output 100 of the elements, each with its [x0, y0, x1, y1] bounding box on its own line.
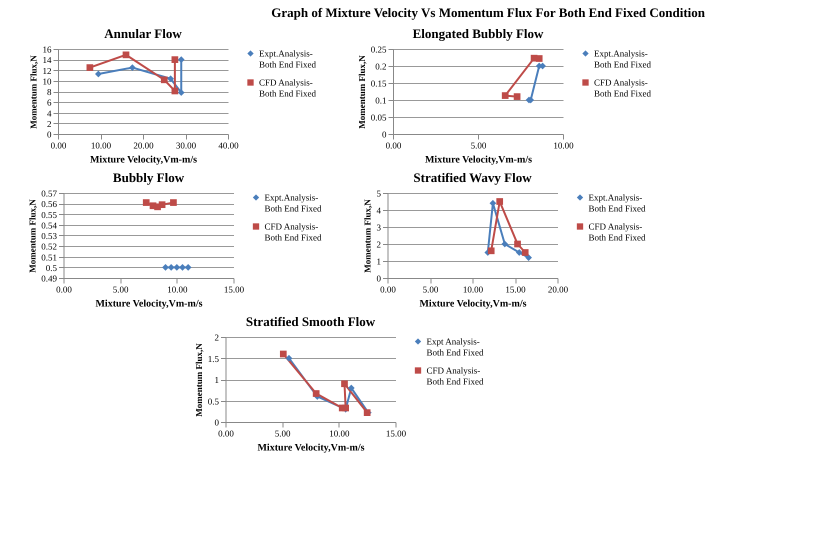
legend-label: Expt.Analysis-Both End Fixed [259, 48, 316, 70]
y-tick-label: 2 [47, 118, 52, 129]
point [122, 51, 130, 58]
x-tick-label: 0.00 [386, 140, 402, 150]
x-tick-label: 5.00 [112, 284, 130, 294]
point [536, 55, 543, 62]
y-axis-title: Momentum Flux,N [356, 54, 367, 129]
y-tick-label: 0 [376, 274, 382, 284]
y-tick-label: 8 [47, 87, 52, 97]
y-tick-label: 5 [376, 188, 382, 198]
y-tick-label: 0.53 [41, 231, 58, 241]
y-axis-title: Momentum Flux,N [362, 198, 372, 273]
point [516, 249, 523, 256]
y-tick-label: 0.54 [41, 220, 58, 230]
x-tick-label: 0.00 [56, 284, 72, 294]
y-tick-label: 2 [214, 332, 219, 342]
legend-label: CFD Analysis-Both End Fixed [594, 78, 652, 98]
x-tick-label: 5.00 [422, 284, 439, 294]
x-tick-label: 40.00 [218, 140, 240, 150]
y-tick-label: 0.05 [370, 112, 387, 122]
y-tick-label: 3 [376, 222, 382, 232]
y-axis-title: Momentum Flux,N [28, 54, 38, 129]
x-tick-label: 20.00 [133, 140, 154, 150]
x-tick-label: 5.00 [274, 428, 292, 438]
x-tick-label: 5.00 [470, 140, 487, 150]
y-tick-label: 0 [214, 418, 220, 428]
y-tick-label: 2 [376, 240, 381, 250]
x-axis-title: Mixture Velocity,Vm-m/s [90, 154, 198, 166]
x-tick-label: 0.00 [50, 140, 67, 150]
y-axis-title: Momentum Flux,N [27, 198, 38, 273]
point [95, 70, 102, 78]
point [178, 56, 185, 63]
x-tick-label: 20.00 [548, 284, 569, 294]
point [142, 199, 150, 206]
legend-label: CFD Analysis-Both End Fixed [259, 78, 316, 98]
point [184, 264, 192, 271]
legend-label: Expt.Analysis-Both End Fixed [594, 48, 652, 70]
legend-label: Expt.Analysis-Both End Fixed [264, 192, 322, 214]
x-axis-title: Mixture Velocity,Vm-m/s [95, 298, 203, 310]
point [341, 380, 348, 388]
y-tick-label: 14 [42, 55, 52, 66]
point [167, 75, 174, 82]
x-tick-label: 10.00 [553, 140, 574, 150]
y-tick-label: 0.5 [208, 396, 220, 406]
y-tick-label: 6 [47, 98, 52, 108]
point [172, 56, 178, 63]
y-tick-label: 0 [47, 130, 52, 140]
x-tick-label: 15.00 [224, 284, 245, 294]
point [312, 390, 320, 397]
y-tick-label: 0.2 [375, 62, 386, 72]
point [286, 354, 292, 362]
y-tick-label: 1.5 [208, 354, 220, 364]
point [168, 264, 175, 271]
point [502, 92, 509, 99]
point [170, 199, 177, 206]
point [280, 350, 287, 358]
y-tick-label: 0.1 [375, 96, 386, 106]
y-axis-title: Momentum Flux,N [194, 342, 204, 417]
x-tick-label: 30.00 [176, 140, 197, 150]
y-tick-label: 0.55 [41, 210, 58, 220]
legend-label: Expt.Analysis-Both End Fixed [588, 192, 646, 214]
point [179, 264, 186, 271]
point [488, 247, 495, 254]
legend-label: Expt Analysis-Both End Fixed [426, 336, 484, 358]
y-tick-label: 16 [42, 44, 52, 54]
x-tick-label: 15.00 [505, 284, 526, 294]
x-tick-label: 10.00 [329, 428, 350, 438]
text: Graph of Mixture Velocity Vs Momentum Flux For Both End Fixed Condition [271, 5, 706, 20]
y-tick-label: 0 [382, 130, 387, 140]
x-tick-label: 10.00 [167, 284, 188, 294]
x-tick-label: 0.00 [380, 284, 396, 294]
point [514, 93, 520, 100]
x-axis-title: Mixture Velocity,Vm-m/s [257, 442, 365, 454]
x-axis-title: Mixture Velocity,Vm-m/s [424, 154, 532, 166]
chart-title: Annular Flow [104, 26, 182, 41]
x-tick-label: 10.00 [90, 140, 112, 150]
x-tick-label: 10.00 [462, 284, 484, 294]
chart-title: Stratified Smooth Flow [246, 314, 376, 329]
point [522, 249, 529, 256]
point [348, 384, 355, 392]
x-tick-label: 0.00 [218, 428, 234, 438]
point [496, 198, 504, 205]
chart-title: Stratified Wavy Flow [413, 170, 532, 185]
point [173, 264, 180, 271]
point [160, 76, 168, 84]
y-tick-label: 0.51 [41, 252, 57, 262]
point [86, 64, 94, 71]
chart-title: Bubbly Flow [112, 170, 185, 185]
y-tick-label: 10 [42, 76, 52, 86]
y-tick-label: 12 [42, 66, 52, 76]
point [514, 240, 521, 248]
x-axis-title: Mixture Velocity,Vm-m/s [419, 298, 527, 310]
y-tick-label: 4 [376, 206, 382, 216]
y-tick-label: 0.57 [41, 188, 58, 198]
y-tick-label: 0.5 [46, 262, 58, 273]
chart-title: Elongated Bubbly Flow [412, 26, 544, 41]
point [172, 88, 178, 94]
point [158, 201, 166, 208]
y-tick-label: 0.52 [41, 242, 57, 252]
x-tick-label: 15.00 [386, 428, 407, 438]
